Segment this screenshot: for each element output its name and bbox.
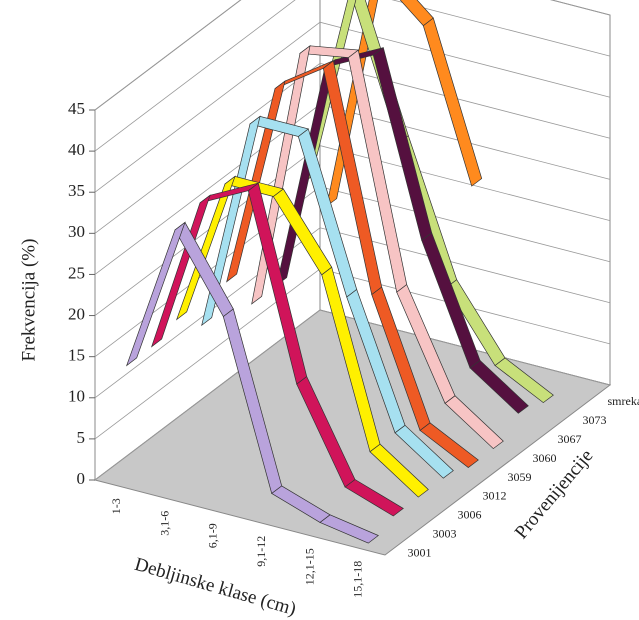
grid-line — [94, 62, 611, 234]
x-tick-label: 15,1-18 — [351, 561, 365, 598]
y-tick-label: 35 — [68, 181, 85, 200]
y-axis-title: Frekvencija (%) — [18, 239, 39, 362]
y-tick-label: 0 — [77, 469, 86, 488]
series-label: 3059 — [508, 470, 532, 484]
x-tick-label: 6,1-9 — [206, 523, 220, 548]
x-tick-label: 9,1-12 — [254, 536, 268, 567]
series-label: 3073 — [583, 413, 607, 427]
x-tick-label: 1-3 — [109, 498, 123, 514]
grid-line — [94, 0, 611, 152]
ribbon-segment — [151, 194, 211, 348]
ribbon-segment — [175, 175, 236, 321]
ribbon-segment — [399, 0, 434, 27]
series-label: smreka — [608, 394, 639, 408]
y-tick-label: 5 — [77, 428, 86, 447]
y-tick-label: 25 — [68, 263, 85, 282]
grid-line — [94, 309, 611, 481]
x-tick-label: 3,1-6 — [157, 511, 171, 536]
grid-line — [94, 21, 611, 193]
x-tick-label: 12,1-15 — [302, 548, 316, 585]
y-tick-label: 40 — [68, 140, 85, 159]
ribbon-segment — [226, 80, 286, 283]
y-tick-label: 45 — [68, 99, 85, 118]
ribbon-segment — [326, 0, 379, 207]
series-label: 3067 — [558, 432, 582, 446]
x-axis-title: Debljinske klase (cm) — [132, 554, 298, 620]
series-label: 3060 — [533, 451, 557, 465]
ribbon-segment — [125, 221, 186, 367]
y-tick-label: 10 — [68, 387, 85, 406]
y-tick-label: 30 — [68, 222, 85, 241]
series-label: 3006 — [458, 508, 482, 522]
grid-line — [94, 227, 611, 399]
y-tick-label: 20 — [68, 304, 85, 323]
y-tick-label: 15 — [68, 346, 85, 365]
series-label: 3012 — [483, 489, 507, 503]
series-label: 3003 — [433, 526, 457, 540]
series-label: 3001 — [408, 545, 432, 559]
grid-line — [94, 0, 611, 111]
